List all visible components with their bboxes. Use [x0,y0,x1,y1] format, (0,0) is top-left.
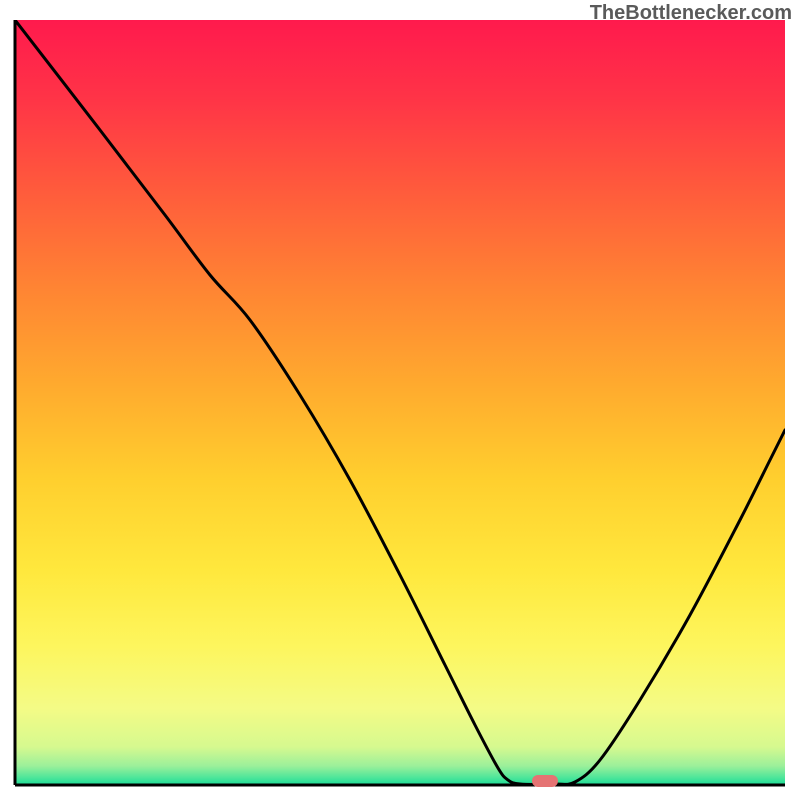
bottleneck-chart: TheBottlenecker.com [0,0,800,800]
watermark-text: TheBottlenecker.com [590,2,792,25]
optimum-marker [532,775,558,787]
chart-svg [0,0,800,800]
plot-background [15,20,785,785]
